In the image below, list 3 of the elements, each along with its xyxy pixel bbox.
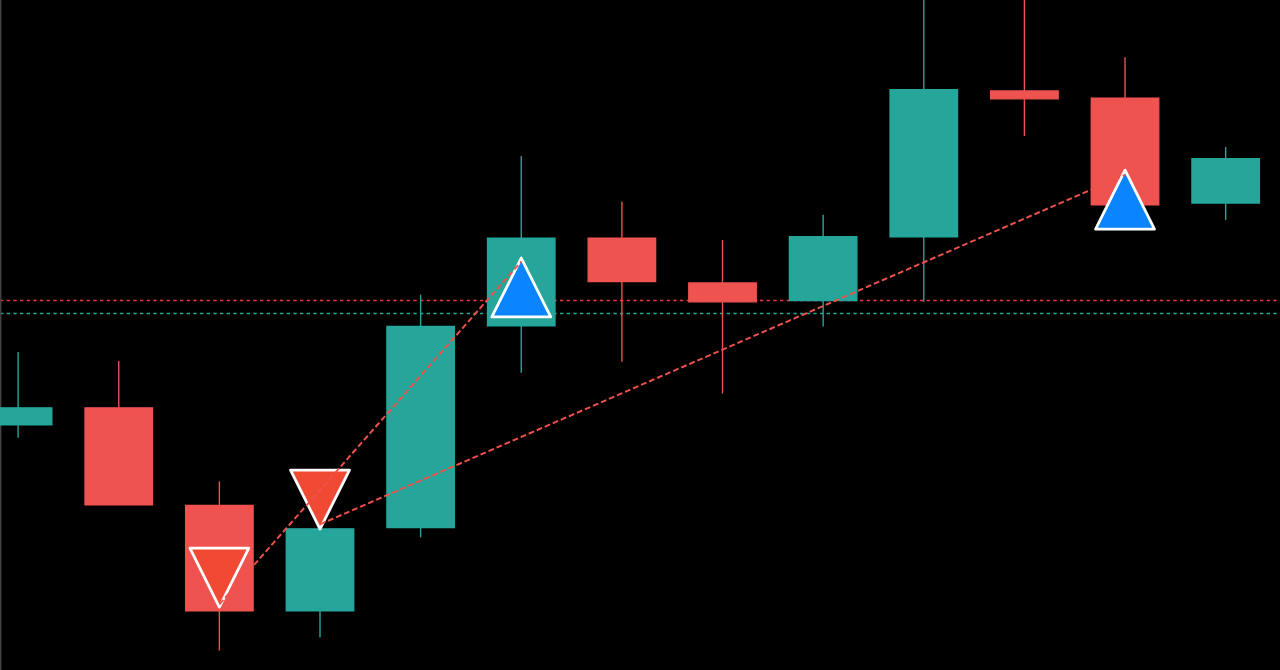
- candlestick: [989, 0, 1059, 137]
- point: [1094, 168, 1156, 231]
- point: [289, 468, 351, 531]
